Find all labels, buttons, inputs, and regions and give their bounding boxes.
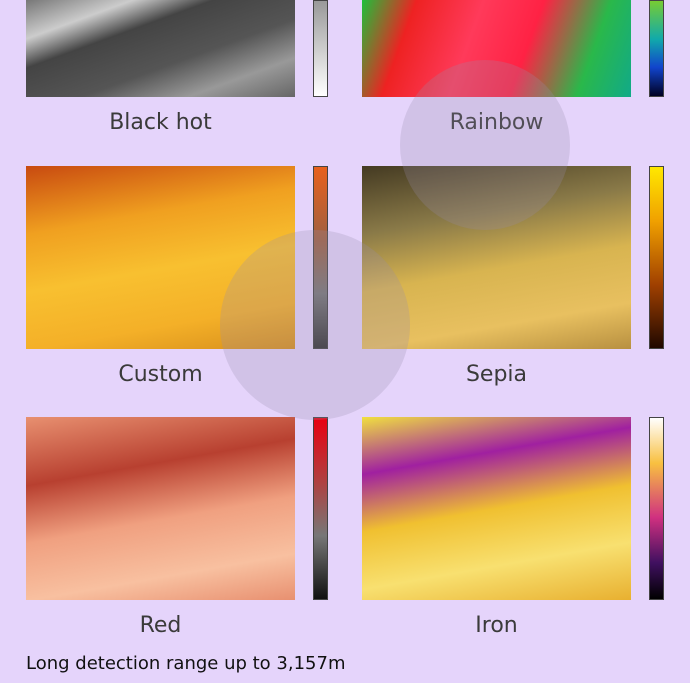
palette-label: Red — [139, 613, 182, 638]
palette-label: Iron — [475, 613, 518, 638]
thermal-image — [362, 417, 631, 600]
palette-label: Rainbow — [449, 110, 544, 135]
thermal-image — [26, 417, 295, 600]
palette-label: Black hot — [109, 110, 212, 135]
footer-text: Long detection range up to 3,157m — [26, 653, 346, 674]
palette-bar — [313, 417, 328, 600]
palette-label: Sepia — [465, 362, 528, 387]
thermal-image — [362, 166, 631, 349]
palette-bar — [649, 166, 664, 349]
thermal-image — [26, 0, 295, 97]
palette-bar — [649, 417, 664, 600]
palette-bar — [313, 0, 328, 97]
palette-bar — [649, 0, 664, 97]
thermal-image — [26, 166, 295, 349]
thermal-image — [362, 0, 631, 97]
palette-bar — [313, 166, 328, 349]
palette-label: Custom — [118, 362, 203, 387]
